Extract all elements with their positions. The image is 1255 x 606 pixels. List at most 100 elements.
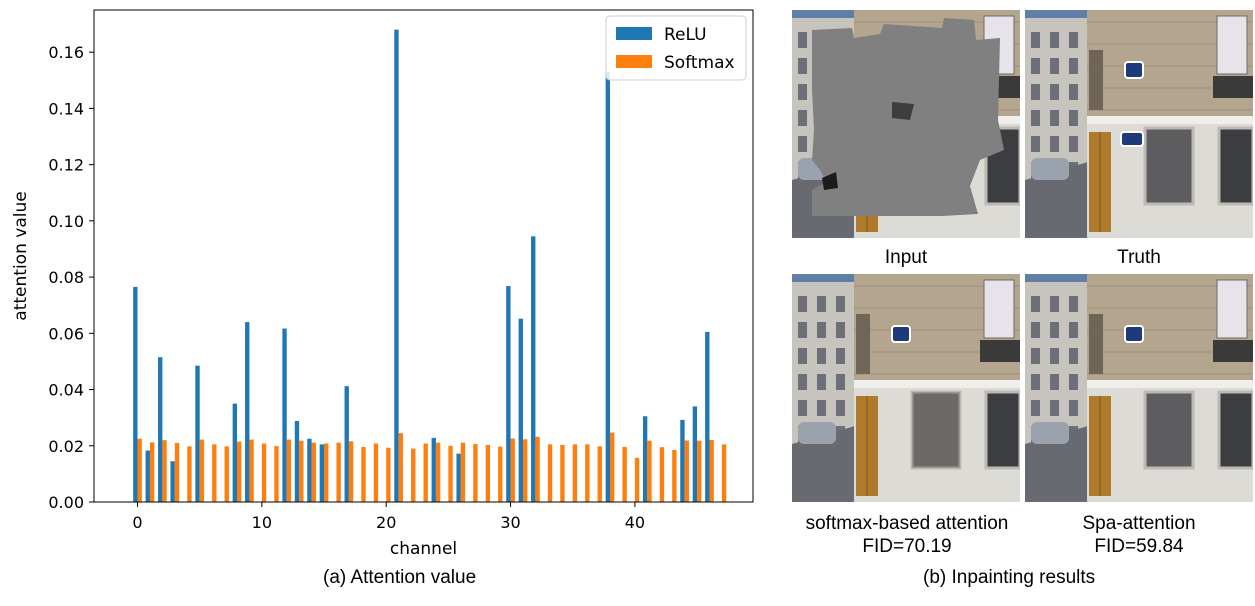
ytick-label-8: 0.16: [48, 43, 84, 62]
bar-softmax-33: [547, 444, 553, 502]
photo-spa-result: [1025, 274, 1253, 502]
bar-softmax-39: [622, 446, 627, 502]
bar-relu-14: [307, 438, 312, 502]
bar-softmax-17: [348, 441, 354, 502]
bar-softmax-35: [572, 444, 578, 502]
y-axis-label: attention value: [11, 191, 31, 320]
legend-label-1: Softmax: [664, 53, 735, 73]
softmax-name: softmax-based attention: [805, 513, 1009, 534]
bar-relu-13: [294, 421, 300, 502]
xtick-label-3: 30: [500, 513, 520, 532]
x-axis-label: channel: [390, 539, 457, 559]
bar-softmax-24: [435, 442, 441, 502]
bar-softmax-27: [473, 444, 478, 502]
bar-relu-26: [456, 453, 461, 502]
caption-attention-value: (a) Attention value: [323, 567, 477, 588]
spa-fid: FID=59.84: [1094, 536, 1184, 557]
bar-relu-24: [431, 437, 436, 502]
bar-softmax-41: [647, 440, 652, 502]
bar-softmax-42: [659, 447, 665, 502]
xtick-label-2: 20: [376, 513, 396, 532]
ytick-label-6: 0.12: [48, 156, 84, 175]
ytick-label-1: 0.02: [48, 437, 84, 456]
bar-relu-0: [133, 286, 138, 502]
bar-softmax-15: [324, 443, 329, 502]
bar-softmax-22: [411, 448, 416, 502]
ytick-label-7: 0.14: [48, 99, 84, 118]
bar-softmax-20: [386, 447, 391, 502]
ytick-label-2: 0.04: [48, 381, 84, 400]
bar-softmax-2: [162, 440, 167, 502]
bar-softmax-36: [585, 444, 590, 502]
bar-softmax-9: [249, 439, 254, 502]
bar-relu-44: [680, 419, 685, 502]
bar-softmax-4: [187, 446, 192, 502]
label-truth: Truth: [1117, 247, 1161, 268]
bar-softmax-14: [311, 442, 316, 502]
bar-softmax-6: [212, 444, 217, 502]
photo-truth: [1025, 10, 1253, 238]
bar-softmax-40: [634, 457, 640, 502]
bar-relu-1: [145, 450, 150, 502]
bar-softmax-8: [236, 441, 242, 502]
bar-relu-15: [319, 444, 325, 502]
bar-softmax-34: [560, 444, 565, 502]
bar-softmax-16: [336, 442, 341, 502]
bar-softmax-32: [535, 436, 540, 502]
bar-softmax-19: [373, 443, 379, 502]
legend-swatch-0: [616, 27, 652, 40]
label-spa: Spa-attention FID=59.84: [1025, 512, 1253, 558]
caption-inpainting-results: (b) Inpainting results: [923, 567, 1096, 588]
bar-softmax-30: [510, 438, 515, 502]
ytick-label-4: 0.08: [48, 268, 84, 287]
bar-relu-45: [692, 406, 698, 502]
bar-softmax-7: [224, 446, 229, 502]
bar-softmax-23: [423, 443, 428, 502]
bar-relu-41: [642, 416, 648, 502]
bar-softmax-37: [597, 446, 602, 502]
bar-softmax-28: [485, 444, 491, 502]
bar-softmax-26: [460, 442, 466, 502]
bar-relu-38: [605, 71, 611, 502]
bar-relu-32: [531, 236, 536, 502]
bar-softmax-25: [448, 445, 453, 502]
xtick-label-1: 10: [252, 513, 272, 532]
bar-softmax-38: [610, 432, 615, 502]
bar-softmax-46: [709, 439, 714, 502]
bar-softmax-1: [149, 442, 155, 502]
bar-relu-9: [245, 322, 250, 502]
bar-softmax-47: [721, 444, 727, 502]
bar-softmax-0: [137, 438, 142, 502]
attention-bar-chart: 0.00 0.02 0.04 0.06 0.08 0.10 0.12 0.14 0.16 0 10 2…: [11, 9, 754, 559]
bar-relu-30: [506, 286, 511, 502]
bar-softmax-45: [697, 440, 702, 502]
bar-softmax-12: [286, 439, 292, 502]
bar-softmax-43: [672, 449, 677, 502]
ytick-label-3: 0.06: [48, 324, 84, 343]
bar-softmax-29: [498, 446, 503, 502]
bar-softmax-44: [684, 440, 689, 502]
bar-softmax-21: [398, 433, 403, 502]
label-softmax: softmax-based attention FID=70.19: [782, 512, 1032, 558]
bar-softmax-10: [261, 443, 267, 502]
ytick-label-5: 0.10: [48, 212, 84, 231]
photo-input: [792, 10, 1020, 238]
softmax-fid: FID=70.19: [862, 536, 952, 557]
bar-relu-17: [344, 386, 349, 502]
bar-softmax-18: [361, 446, 366, 502]
ytick-label-0: 0.00: [48, 493, 84, 512]
xtick-label-4: 40: [625, 513, 645, 532]
xtick-label-0: 0: [132, 513, 142, 532]
legend-label-0: ReLU: [664, 25, 707, 45]
legend-swatch-1: [616, 55, 652, 68]
bar-relu-8: [232, 403, 237, 502]
bar-relu-46: [705, 331, 710, 502]
bar-relu-2: [158, 357, 163, 502]
bar-softmax-13: [299, 440, 304, 502]
bar-softmax-3: [174, 442, 180, 502]
bar-softmax-5: [199, 439, 205, 502]
spa-name: Spa-attention: [1082, 513, 1196, 534]
bar-relu-21: [394, 29, 399, 503]
bar-relu-5: [195, 365, 200, 502]
photo-softmax-result: [792, 274, 1020, 502]
